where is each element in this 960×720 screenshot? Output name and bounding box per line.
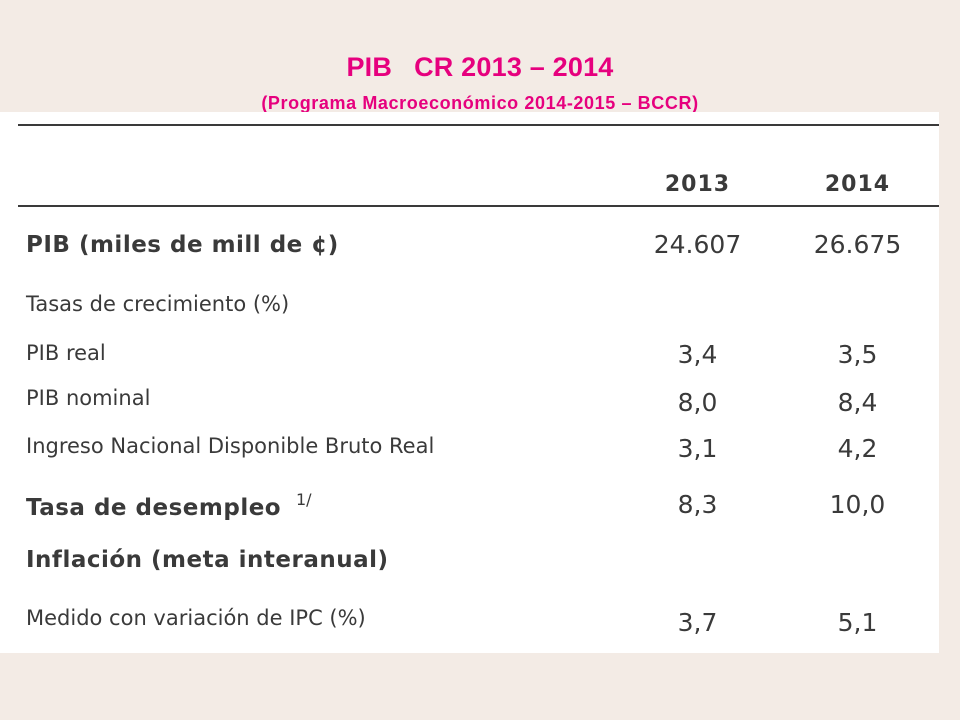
title-period: CR 2013 – 2014 — [414, 52, 614, 82]
row-label-income: Ingreso Nacional Disponible Bruto Real — [26, 434, 435, 458]
row-label-pib-real: PIB real — [26, 341, 106, 365]
footnote-marker: 1/ — [296, 490, 312, 509]
value-pib-nominal-2013: 8,0 — [677, 388, 718, 417]
row-label-unemployment: Tasa de desempleo — [26, 495, 282, 521]
value-income-2013: 3,1 — [677, 434, 718, 463]
value-cpi-2013: 3,7 — [677, 608, 718, 637]
column-header-2013: 2013 — [664, 172, 731, 197]
slide-title: PIB CR 2013 – 2014 — [0, 52, 960, 83]
value-unemployment-2013: 8,3 — [677, 490, 718, 519]
value-pib-2014: 26.675 — [813, 230, 902, 259]
value-income-2014: 4,2 — [837, 434, 878, 463]
value-pib-real-2014: 3,5 — [837, 340, 878, 369]
row-label-pib: PIB (miles de mill de ¢) — [26, 232, 339, 258]
table-top-rule — [18, 124, 939, 126]
table-header-rule — [18, 205, 939, 207]
value-cpi-2014: 5,1 — [837, 608, 878, 637]
title-pib: PIB — [346, 52, 393, 82]
slide-subtitle: (Programa Macroeconómico 2014-2015 – BCC… — [261, 93, 699, 113]
column-header-2014: 2014 — [824, 172, 891, 197]
value-pib-real-2013: 3,4 — [677, 340, 718, 369]
value-pib-nominal-2014: 8,4 — [837, 388, 878, 417]
value-unemployment-2014: 10,0 — [829, 490, 886, 519]
macro-table: 2013 2014 PIB (miles de mill de ¢) 24.60… — [0, 112, 939, 653]
row-label-pib-nominal: PIB nominal — [26, 386, 151, 410]
row-label-growth-rates: Tasas de crecimiento (%) — [26, 292, 290, 316]
row-label-cpi: Medido con variación de IPC (%) — [26, 606, 366, 630]
row-label-inflation: Inflación (meta interanual) — [26, 547, 389, 573]
value-pib-2013: 24.607 — [653, 230, 742, 259]
